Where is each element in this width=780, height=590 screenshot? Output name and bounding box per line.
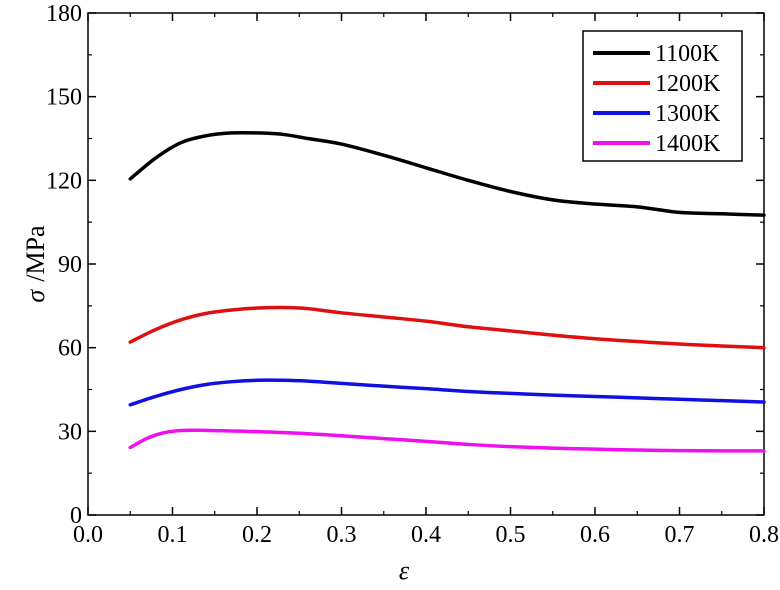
legend-label-1100K: 1100K (655, 41, 720, 67)
legend-label-1400K: 1400K (655, 131, 721, 157)
x-axis-label: ε (399, 556, 410, 585)
legend-label-1200K: 1200K (655, 71, 721, 97)
axis-ticks: 0.0 0.1 0.2 0.3 0.4 0.5 0.6 0.7 0.8 0 30 60 90 120 150… (46, 1, 779, 548)
y-axis-symbol: σ (21, 289, 50, 303)
legend: 1100K 1200K 1300K 1400K (582, 30, 743, 162)
y-tick-label: 90 (58, 252, 82, 278)
x-tick-label: 0.2 (242, 522, 272, 548)
x-tick-label: 0.3 (327, 522, 357, 548)
legend-label-1300K: 1300K (655, 101, 721, 127)
series-line-1400K (128, 428, 766, 453)
y-tick-label: 30 (58, 419, 82, 445)
series-line-1100K (128, 130, 766, 217)
series-lines (128, 130, 766, 453)
x-tick-label: 0.6 (580, 522, 610, 548)
y-axis-label: σ/MPa (21, 225, 50, 303)
x-tick-label: 0.5 (496, 522, 526, 548)
x-tick-label: 0.4 (411, 522, 441, 548)
y-tick-label: 150 (46, 85, 82, 111)
x-tick-label: 0.7 (665, 522, 695, 548)
series-line-1300K (128, 378, 766, 407)
x-tick-label: 0.0 (73, 522, 103, 548)
y-tick-label: 180 (46, 1, 82, 27)
y-tick-label: 60 (58, 336, 82, 362)
y-tick-label: 120 (46, 168, 82, 194)
series-line-1200K (128, 305, 766, 350)
x-tick-label: 0.1 (158, 522, 188, 548)
y-tick-label: 0 (70, 503, 82, 529)
x-tick-label: 0.8 (749, 522, 779, 548)
y-axis-unit: /MPa (21, 225, 50, 282)
